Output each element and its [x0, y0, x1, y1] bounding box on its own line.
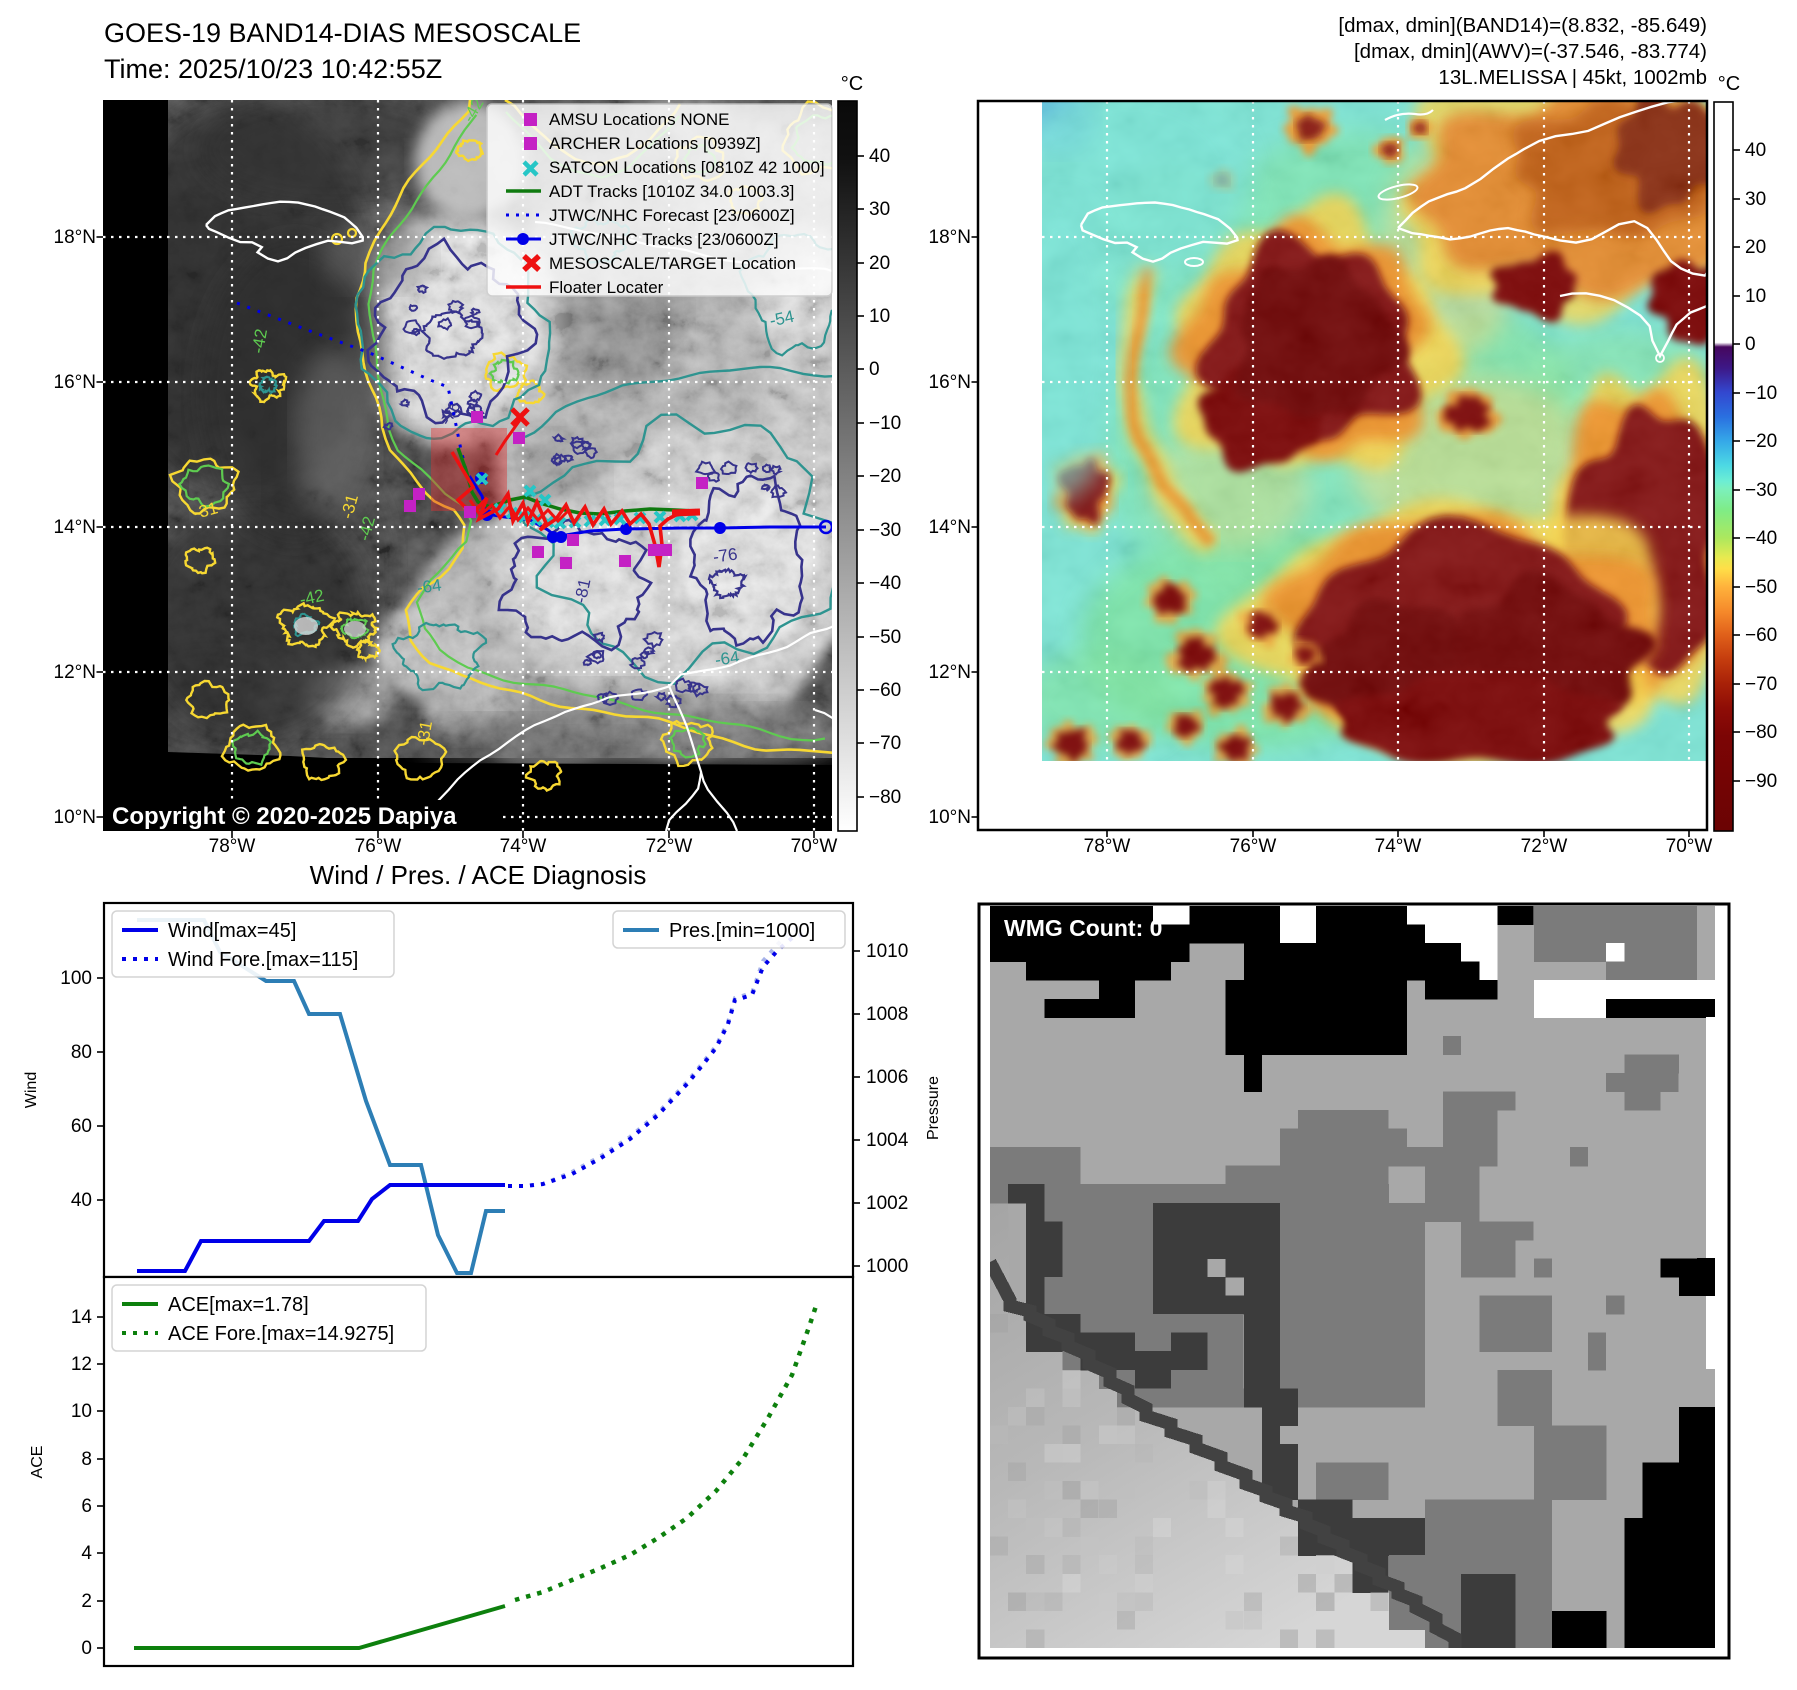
- svg-text:76°W: 76°W: [355, 836, 402, 857]
- svg-text:−50: −50: [1745, 577, 1777, 598]
- svg-text:[dmax, dmin](AWV)=(-37.546, -8: [dmax, dmin](AWV)=(-37.546, -83.774): [1354, 40, 1707, 63]
- svg-text:6: 6: [81, 1496, 92, 1517]
- svg-text:-54: -54: [768, 307, 796, 331]
- svg-text:10: 10: [869, 306, 890, 327]
- svg-text:WMG Count: 0: WMG Count: 0: [1004, 915, 1162, 941]
- svg-text:1006: 1006: [866, 1067, 908, 1088]
- svg-text:16°N: 16°N: [54, 372, 96, 393]
- svg-text:Time: 2025/10/23 10:42:55Z: Time: 2025/10/23 10:42:55Z: [104, 54, 442, 84]
- svg-text:100: 100: [60, 968, 92, 989]
- svg-text:JTWC/NHC Forecast [23/0600Z]: JTWC/NHC Forecast [23/0600Z]: [549, 206, 795, 225]
- svg-text:−90: −90: [1745, 771, 1777, 792]
- svg-text:30: 30: [869, 199, 890, 220]
- svg-text:1004: 1004: [866, 1130, 909, 1151]
- svg-text:74°W: 74°W: [1375, 836, 1422, 857]
- svg-text:−30: −30: [1745, 480, 1777, 501]
- svg-text:AMSU Locations NONE: AMSU Locations NONE: [549, 110, 729, 129]
- svg-text:−10: −10: [869, 413, 901, 434]
- svg-text:14: 14: [71, 1307, 93, 1328]
- svg-text:SATCON Locations [0810Z 42 100: SATCON Locations [0810Z 42 1000]: [549, 158, 825, 177]
- svg-text:Copyright © 2020-2025 Dapiya: Copyright © 2020-2025 Dapiya: [112, 803, 457, 830]
- svg-text:1008: 1008: [866, 1004, 908, 1025]
- svg-text:-31: -31: [413, 719, 436, 747]
- svg-text:10: 10: [71, 1401, 92, 1422]
- svg-text:40: 40: [869, 146, 890, 167]
- svg-text:8: 8: [81, 1449, 92, 1470]
- svg-text:−40: −40: [1745, 528, 1777, 549]
- svg-text:10: 10: [1745, 286, 1766, 307]
- svg-text:12: 12: [71, 1354, 92, 1375]
- svg-text:12°N: 12°N: [54, 662, 96, 683]
- svg-text:Pres.[min=1000]: Pres.[min=1000]: [669, 920, 815, 942]
- svg-text:1002: 1002: [866, 1193, 908, 1214]
- svg-text:1000: 1000: [866, 1256, 908, 1277]
- svg-text:16°N: 16°N: [929, 372, 971, 393]
- svg-text:−30: −30: [869, 520, 901, 541]
- svg-text:20: 20: [869, 253, 890, 274]
- svg-text:−60: −60: [1745, 625, 1777, 646]
- svg-text:70°W: 70°W: [791, 836, 838, 857]
- svg-text:ACE[max=1.78]: ACE[max=1.78]: [168, 1294, 309, 1316]
- svg-text:10°N: 10°N: [929, 807, 971, 828]
- svg-text:0: 0: [1745, 334, 1756, 355]
- svg-text:−60: −60: [869, 680, 901, 701]
- svg-text:20: 20: [1745, 237, 1766, 258]
- svg-text:MESOSCALE/TARGET Location: MESOSCALE/TARGET Location: [549, 254, 796, 273]
- svg-text:80: 80: [71, 1042, 92, 1063]
- svg-text:4: 4: [81, 1543, 92, 1564]
- svg-text:1010: 1010: [866, 941, 908, 962]
- svg-text:ACE Fore.[max=14.9275]: ACE Fore.[max=14.9275]: [168, 1323, 394, 1345]
- svg-text:[dmax, dmin](BAND14)=(8.832, -: [dmax, dmin](BAND14)=(8.832, -85.649): [1338, 14, 1707, 37]
- svg-text:60: 60: [71, 1116, 92, 1137]
- svg-text:°C: °C: [1718, 73, 1740, 95]
- svg-text:°C: °C: [841, 73, 863, 95]
- svg-text:ACE: ACE: [29, 1446, 46, 1479]
- svg-text:−50: −50: [869, 627, 901, 648]
- svg-text:40: 40: [1745, 140, 1766, 161]
- svg-text:0: 0: [81, 1638, 92, 1659]
- svg-text:ADT Tracks [1010Z 34.0 1003.3]: ADT Tracks [1010Z 34.0 1003.3]: [549, 182, 794, 201]
- svg-text:18°N: 18°N: [929, 227, 971, 248]
- svg-text:76°W: 76°W: [1230, 836, 1277, 857]
- svg-text:−80: −80: [869, 787, 901, 808]
- svg-text:-81: -81: [571, 577, 595, 605]
- svg-text:-42: -42: [248, 327, 271, 355]
- svg-text:-64: -64: [416, 575, 443, 597]
- svg-text:14°N: 14°N: [929, 517, 971, 538]
- svg-text:Wind: Wind: [23, 1072, 40, 1108]
- svg-text:2: 2: [81, 1591, 92, 1612]
- svg-text:−70: −70: [869, 733, 901, 754]
- svg-text:40: 40: [71, 1190, 92, 1211]
- svg-text:10°N: 10°N: [54, 807, 96, 828]
- svg-text:GOES-19 BAND14-DIAS MESOSCALE: GOES-19 BAND14-DIAS MESOSCALE: [104, 18, 581, 48]
- svg-text:−20: −20: [1745, 431, 1777, 452]
- svg-text:−10: −10: [1745, 383, 1777, 404]
- svg-text:-42: -42: [298, 586, 326, 610]
- svg-text:74°W: 74°W: [500, 836, 547, 857]
- svg-text:JTWC/NHC Tracks [23/0600Z]: JTWC/NHC Tracks [23/0600Z]: [549, 230, 779, 249]
- svg-text:Wind[max=45]: Wind[max=45]: [168, 920, 296, 942]
- svg-text:−20: −20: [869, 466, 901, 487]
- svg-text:14°N: 14°N: [54, 517, 96, 538]
- svg-text:−80: −80: [1745, 722, 1777, 743]
- svg-text:−40: −40: [869, 573, 901, 594]
- svg-text:70°W: 70°W: [1666, 836, 1713, 857]
- svg-text:78°W: 78°W: [1084, 836, 1131, 857]
- svg-text:72°W: 72°W: [646, 836, 693, 857]
- svg-text:13L.MELISSA | 45kt, 1002mb: 13L.MELISSA | 45kt, 1002mb: [1438, 66, 1707, 89]
- svg-text:72°W: 72°W: [1521, 836, 1568, 857]
- svg-text:12°N: 12°N: [929, 662, 971, 683]
- svg-text:−70: −70: [1745, 674, 1777, 695]
- svg-text:0: 0: [869, 359, 880, 380]
- svg-text:78°W: 78°W: [209, 836, 256, 857]
- svg-text:Floater Locater: Floater Locater: [549, 278, 664, 297]
- svg-text:-76: -76: [712, 544, 739, 566]
- svg-text:ARCHER Locations [0939Z]: ARCHER Locations [0939Z]: [549, 134, 761, 153]
- svg-text:Wind / Pres. / ACE Diagnosis: Wind / Pres. / ACE Diagnosis: [310, 860, 647, 890]
- svg-text:Pressure: Pressure: [925, 1076, 942, 1140]
- svg-text:18°N: 18°N: [54, 227, 96, 248]
- svg-text:Wind Fore.[max=115]: Wind Fore.[max=115]: [168, 949, 358, 971]
- svg-text:30: 30: [1745, 189, 1766, 210]
